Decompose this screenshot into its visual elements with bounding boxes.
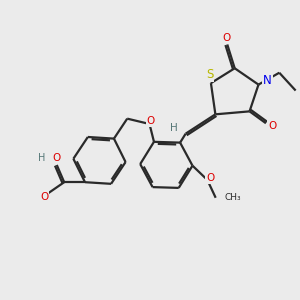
Text: H: H xyxy=(170,123,178,133)
Text: O: O xyxy=(223,33,231,43)
Text: N: N xyxy=(263,74,272,87)
Text: H: H xyxy=(38,153,46,164)
Text: O: O xyxy=(206,173,214,183)
Text: O: O xyxy=(268,121,277,131)
Text: CH₃: CH₃ xyxy=(225,193,241,202)
Text: S: S xyxy=(206,68,213,81)
Text: O: O xyxy=(40,192,48,202)
Text: O: O xyxy=(52,153,61,164)
Text: O: O xyxy=(147,116,155,126)
